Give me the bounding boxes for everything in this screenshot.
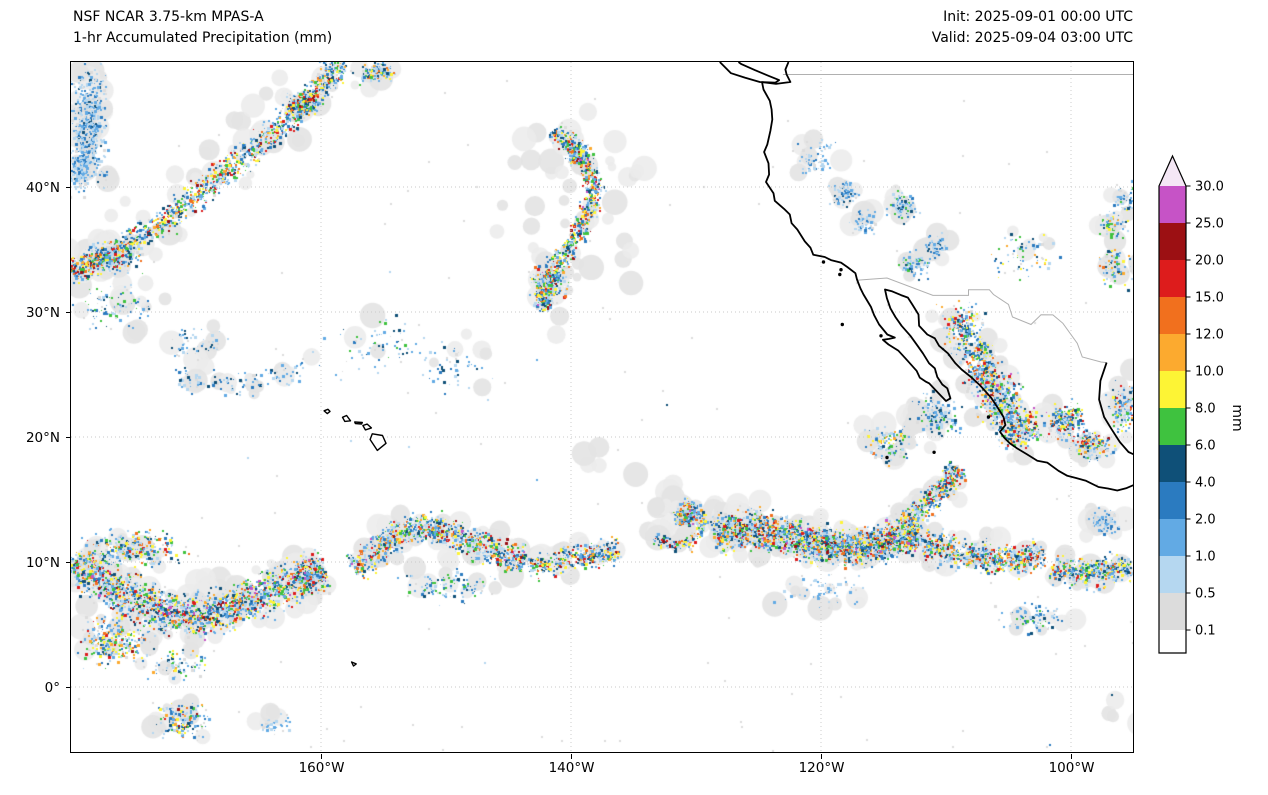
x-axis-tick xyxy=(820,754,823,759)
colorbar-tick-label: 25.0 xyxy=(1195,217,1224,232)
cedros-island xyxy=(879,334,883,338)
vancouver-island-coastline xyxy=(719,62,780,84)
islas-marias xyxy=(986,415,991,419)
colorbar-segment xyxy=(1159,408,1186,445)
colorbar-tick-label: 4.0 xyxy=(1195,476,1216,491)
colorbar-segment xyxy=(1159,186,1186,223)
y-axis-tick xyxy=(65,686,70,689)
colorbar-segment xyxy=(1159,223,1186,260)
colorbar-tick-label: 10.0 xyxy=(1195,365,1224,380)
y-tick-label: 10°N xyxy=(25,554,60,571)
y-tick-label: 40°N xyxy=(25,179,60,196)
colorbar-segment xyxy=(1159,334,1186,371)
colorbar-segment xyxy=(1159,556,1186,593)
maui-island xyxy=(362,423,373,431)
molokai-island xyxy=(354,421,363,425)
y-axis-tick xyxy=(65,561,70,564)
y-axis-tick xyxy=(65,436,70,439)
colorbar-segment xyxy=(1159,297,1186,334)
colorbar-tick-label: 12.0 xyxy=(1195,328,1224,343)
y-tick-label: 20°N xyxy=(25,429,60,446)
map-frame xyxy=(70,61,1134,753)
precipitation-field xyxy=(71,62,1133,752)
x-tick-label: 100°W xyxy=(1048,760,1095,776)
x-axis-tick xyxy=(320,754,323,759)
santa-catalina-island xyxy=(839,268,843,272)
model-title: NSF NCAR 3.75-km MPAS-A xyxy=(73,9,264,25)
y-axis-tick xyxy=(65,311,70,314)
y-tick-label: 30°N xyxy=(25,304,60,321)
oahu-island xyxy=(341,414,352,423)
figure-title-block: NSF NCAR 3.75-km MPAS-A 1-hr Accumulated… xyxy=(73,7,332,49)
field-title: 1-hr Accumulated Precipitation (mm) xyxy=(73,30,333,46)
colorbar-outline xyxy=(1158,154,1187,654)
san-clemente-island xyxy=(838,272,842,277)
colorbar-tick-label: 20.0 xyxy=(1195,254,1224,269)
valid-time-label: Valid: 2025-09-04 03:00 UTC xyxy=(931,30,1133,46)
x-tick-label: 160°W xyxy=(298,760,345,776)
colorbar-segment xyxy=(1159,371,1186,408)
colorbar-tick-label: 0.1 xyxy=(1195,624,1216,639)
x-axis-tick xyxy=(570,754,573,759)
init-time-label: Init: 2025-09-01 00:00 UTC xyxy=(943,9,1133,25)
map-overlay xyxy=(71,62,1133,752)
colorbar-tick-label: 15.0 xyxy=(1195,291,1224,306)
kiritimati-island xyxy=(350,661,357,667)
x-axis-tick xyxy=(1070,754,1073,759)
colorbar-segment xyxy=(1159,593,1186,630)
colorbar-tick-label: 8.0 xyxy=(1195,402,1216,417)
channel-islands xyxy=(821,260,826,264)
socorro-island xyxy=(932,450,936,454)
colorbar-tick-label: 0.5 xyxy=(1195,587,1216,602)
colorbar-tick-label: 2.0 xyxy=(1195,513,1216,528)
colorbar-unit-label: mm xyxy=(1229,404,1245,431)
guadalupe-island xyxy=(840,322,844,327)
colorbar-segment xyxy=(1159,519,1186,556)
north-america-pacific-coast-coastline xyxy=(761,62,1133,492)
x-tick-label: 120°W xyxy=(798,760,845,776)
colorbar-tick-label: 1.0 xyxy=(1195,550,1216,565)
us-mexico-border xyxy=(856,277,1107,364)
colorbar-tick-label: 30.0 xyxy=(1195,180,1224,195)
y-tick-label: 0° xyxy=(44,679,60,696)
colorbar-over-arrow xyxy=(1159,156,1186,186)
figure-time-block: Init: 2025-09-01 00:00 UTC Valid: 2025-0… xyxy=(932,7,1133,49)
x-tick-label: 140°W xyxy=(548,760,595,776)
clarion-island xyxy=(885,455,889,460)
colorbar-under-segment xyxy=(1159,630,1186,653)
colorbar-segment xyxy=(1159,260,1186,297)
colorbar: 0.1 0.5 1.0 2.0 4.0 6.0 8.0 10.0 12.0 15.0 20.0 25.… xyxy=(1158,154,1245,654)
colorbar-segment xyxy=(1159,445,1186,482)
hawaii-big-island-island xyxy=(369,433,387,452)
colorbar-segment xyxy=(1159,482,1186,519)
kauai-island xyxy=(323,408,331,415)
y-axis-tick xyxy=(65,186,70,189)
gulf-of-mexico-coast-coastline xyxy=(1098,362,1133,456)
colorbar-tick-label: 6.0 xyxy=(1195,439,1216,454)
